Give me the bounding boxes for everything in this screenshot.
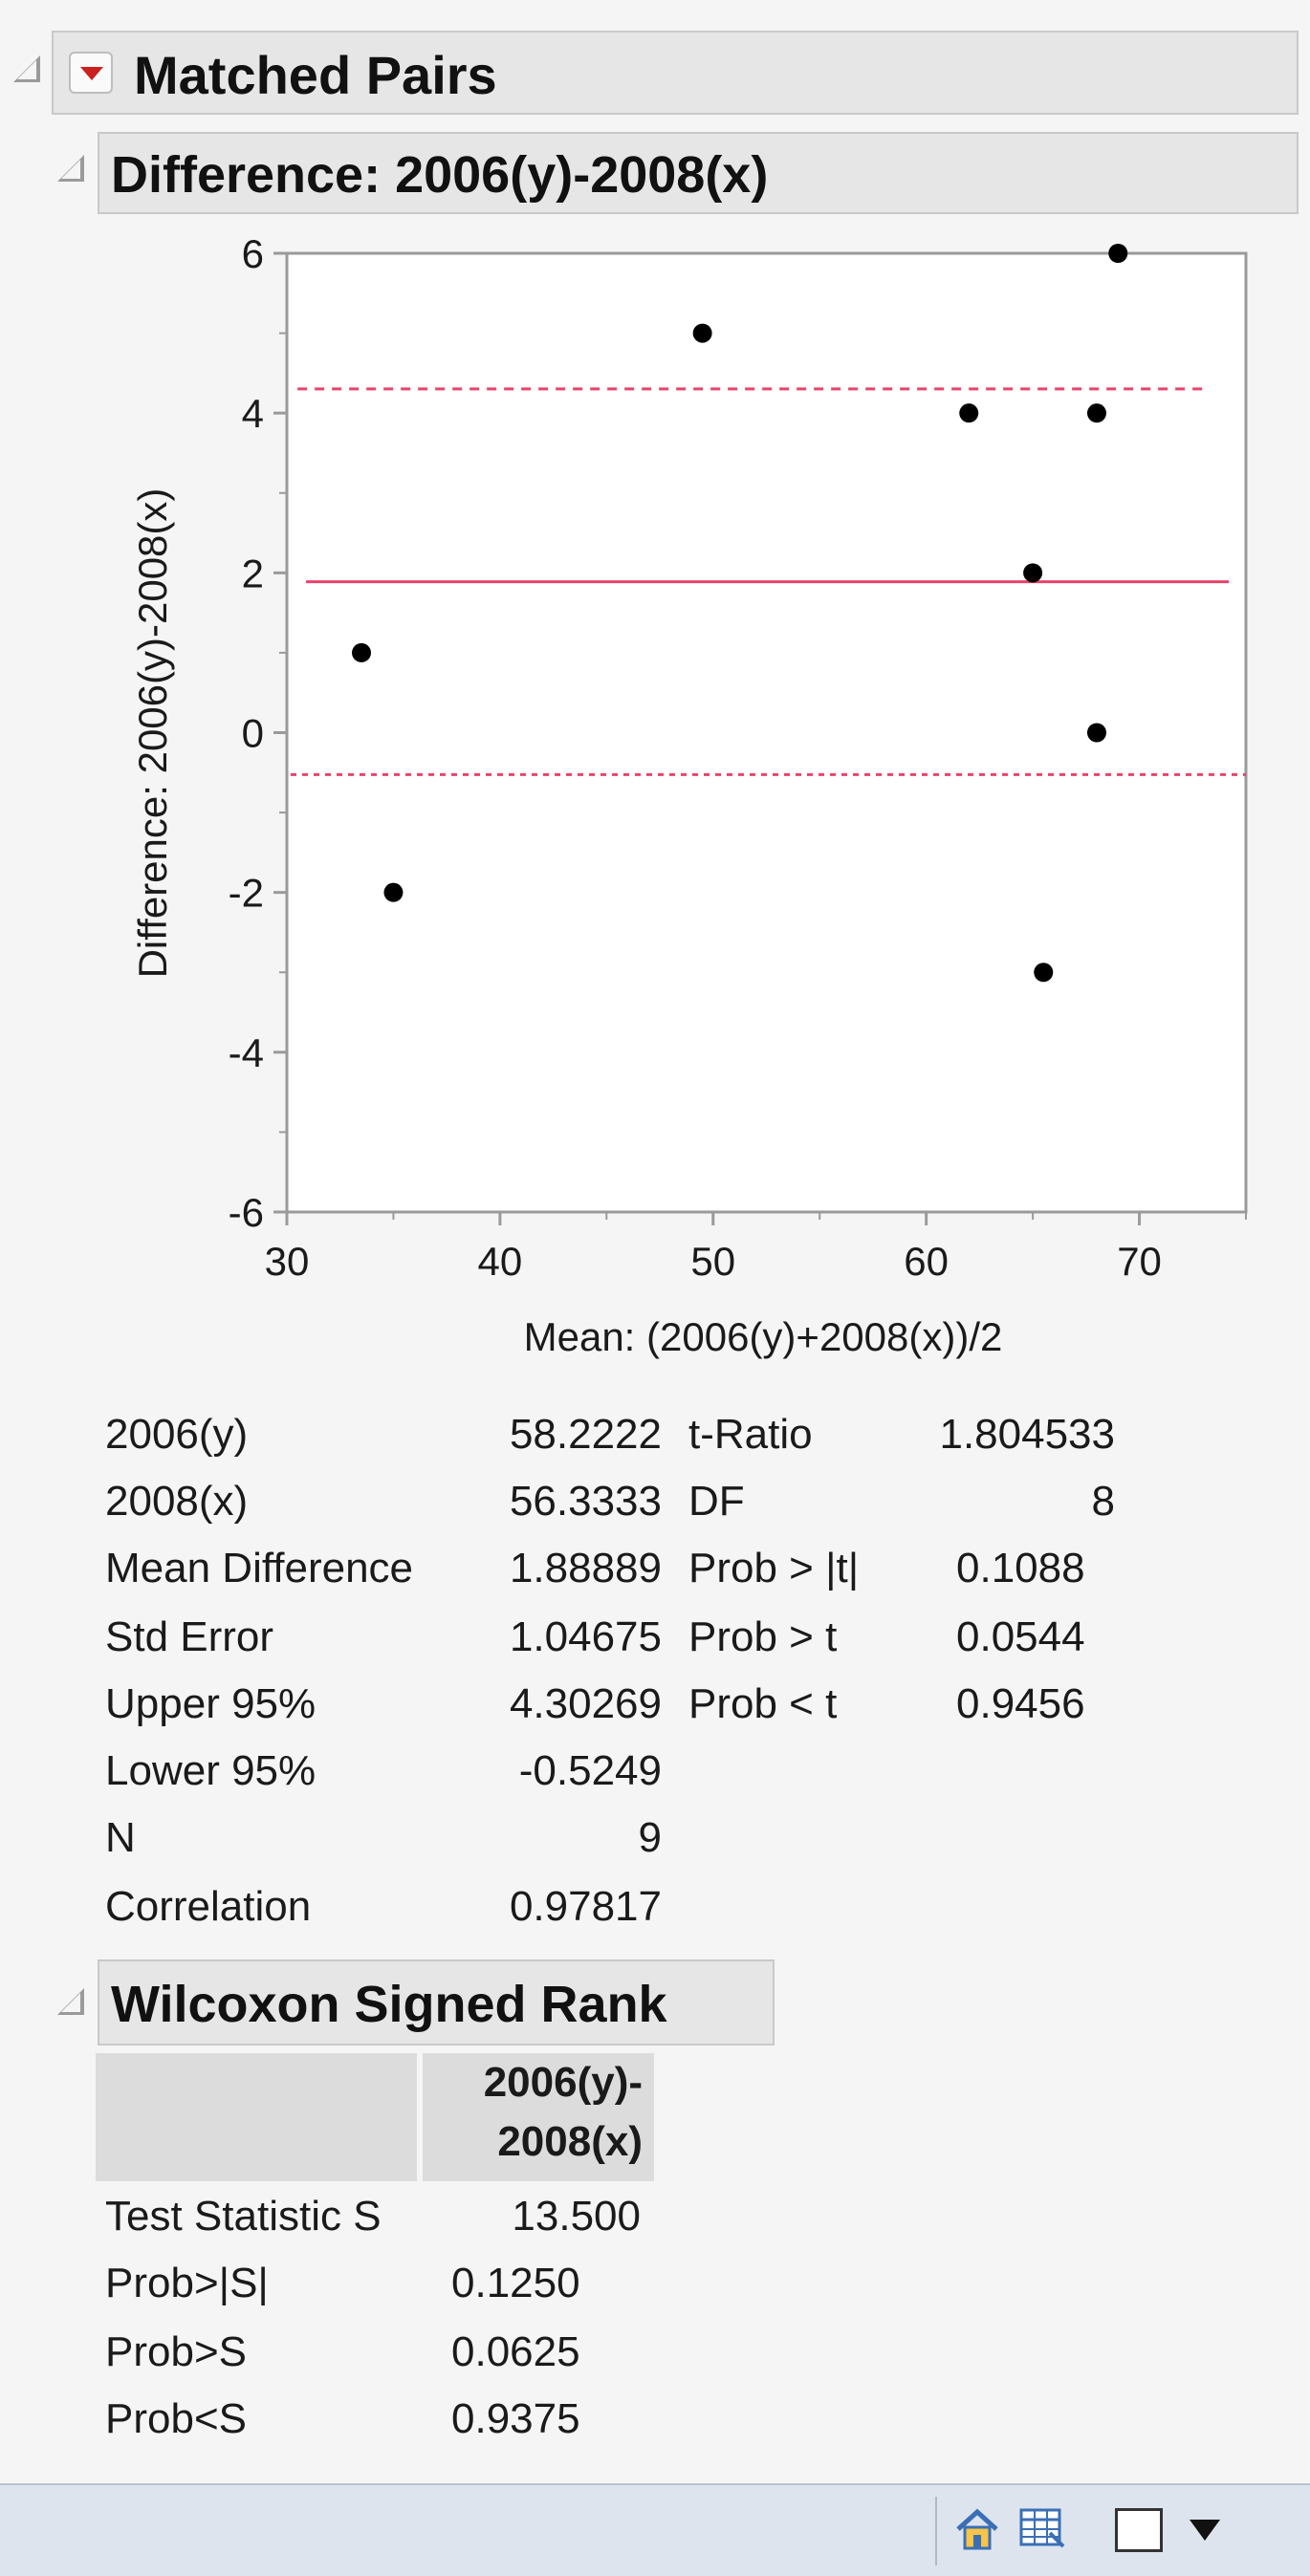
stat-value: 9 xyxy=(638,1814,662,1861)
stat-value: 4.30269 xyxy=(509,1680,662,1727)
wilcoxon-title: Wilcoxon Signed Rank xyxy=(111,1976,667,2033)
test-stat-label: Prob > t xyxy=(688,1613,838,1660)
test-stat-label: DF xyxy=(688,1478,745,1525)
difference-title: Difference: 2006(y)-2008(x) xyxy=(111,146,769,204)
wilcoxon-empty-header-cell xyxy=(96,2053,417,2181)
plot-frame xyxy=(285,251,1248,1214)
stat-label: Std Error xyxy=(105,1613,274,1660)
data-point[interactable] xyxy=(959,403,979,423)
stat-value: 56.3333 xyxy=(509,1478,662,1525)
wilcoxon-row-label: Test Statistic S xyxy=(105,2193,382,2240)
test-stat-label: Prob > |t| xyxy=(688,1545,860,1591)
matched-pairs-title: Matched Pairs xyxy=(134,45,497,105)
difference-header: Difference: 2006(y)-2008(x) xyxy=(98,132,1299,214)
x-tick-label: 30 xyxy=(265,1239,310,1284)
data-point[interactable] xyxy=(1034,963,1054,983)
x-tick-label: 70 xyxy=(1117,1239,1162,1284)
data-point[interactable] xyxy=(692,323,712,343)
matched-pairs-header: Matched Pairs xyxy=(52,31,1299,115)
window-selector-icon[interactable] xyxy=(1115,2508,1163,2552)
wilcoxon-row-label: Prob>|S| xyxy=(105,2260,269,2306)
x-tick-label: 60 xyxy=(904,1239,949,1284)
y-axis-label: Difference: 2006(y)-2008(x) xyxy=(130,488,175,979)
status-bar xyxy=(0,2483,1310,2576)
stat-label: Correlation xyxy=(105,1883,312,1930)
dropdown-arrow-icon[interactable] xyxy=(1190,2520,1220,2541)
test-stat-value: 0.1088 xyxy=(956,1545,1085,1591)
wilcoxon-row-value: 0.0625 xyxy=(451,2328,580,2375)
y-tick-label: -4 xyxy=(229,1030,264,1075)
wilcoxon-column-header-line2: 2008(x) xyxy=(497,2118,643,2165)
difference-plot[interactable]: 6 4 2 0 -2 -4 -6 30 40 50 60 70 Difference: 2006(y… xyxy=(0,229,1310,1386)
status-divider xyxy=(935,2497,937,2565)
y-tick-label: 0 xyxy=(242,711,264,756)
red-triangle-menu-icon[interactable] xyxy=(69,52,113,94)
home-icon[interactable] xyxy=(952,2504,1002,2554)
wilcoxon-row-label: Prob<S xyxy=(105,2395,247,2442)
wilcoxon-column-header-line1: 2006(y)- xyxy=(483,2059,643,2106)
test-stat-label: t-Ratio xyxy=(688,1411,813,1458)
stat-value: -0.5249 xyxy=(518,1747,662,1794)
stat-value: 0.97817 xyxy=(509,1883,662,1930)
y-tick-label: 2 xyxy=(242,551,264,595)
test-stat-label: Prob < t xyxy=(688,1680,838,1727)
x-tick-label: 40 xyxy=(478,1239,523,1284)
x-axis-label: Mean: (2006(y)+2008(x))/2 xyxy=(524,1314,1003,1359)
stat-value: 58.2222 xyxy=(509,1411,662,1458)
wilcoxon-row-value: 0.1250 xyxy=(451,2260,580,2306)
wilcoxon-row-value: 0.9375 xyxy=(451,2395,580,2442)
y-tick-label: 6 xyxy=(242,231,264,276)
stat-label: N xyxy=(105,1814,136,1861)
stat-label: 2006(y) xyxy=(105,1411,249,1458)
test-stat-value: 0.0544 xyxy=(956,1613,1085,1660)
data-point[interactable] xyxy=(383,882,404,902)
y-tick-label: 4 xyxy=(242,391,264,436)
data-point[interactable] xyxy=(352,642,372,662)
x-tick-label: 50 xyxy=(690,1239,735,1284)
wilcoxon-header: Wilcoxon Signed Rank xyxy=(98,1959,775,2046)
data-point[interactable] xyxy=(1086,403,1106,423)
wilcoxon-disclosure-icon[interactable] xyxy=(57,1988,84,2015)
wilcoxon-row-label: Prob>S xyxy=(105,2328,247,2375)
stat-value: 1.88889 xyxy=(509,1545,662,1591)
red-triangle-glyph xyxy=(80,67,103,80)
test-stat-value: 0.9456 xyxy=(956,1680,1085,1727)
stat-label: Lower 95% xyxy=(105,1747,317,1794)
stat-label: Mean Difference xyxy=(105,1545,414,1591)
stat-value: 1.04675 xyxy=(509,1613,662,1660)
data-point[interactable] xyxy=(1108,244,1128,263)
test-stat-value: 1.804533 xyxy=(939,1411,1115,1458)
y-tick-label: -2 xyxy=(229,871,264,916)
stat-label: 2008(x) xyxy=(105,1478,249,1525)
data-table-icon[interactable] xyxy=(1017,2504,1067,2554)
data-point[interactable] xyxy=(1023,563,1043,583)
test-stat-value: 8 xyxy=(1091,1478,1115,1525)
stat-label: Upper 95% xyxy=(105,1680,317,1727)
difference-disclosure-icon[interactable] xyxy=(57,155,84,182)
data-point[interactable] xyxy=(1086,723,1106,743)
wilcoxon-row-value: 13.500 xyxy=(512,2193,641,2240)
matched-pairs-disclosure-icon[interactable] xyxy=(13,55,40,82)
y-tick-label: -6 xyxy=(229,1190,264,1235)
wilcoxon-column-header: 2006(y)- 2008(x) xyxy=(423,2053,654,2181)
